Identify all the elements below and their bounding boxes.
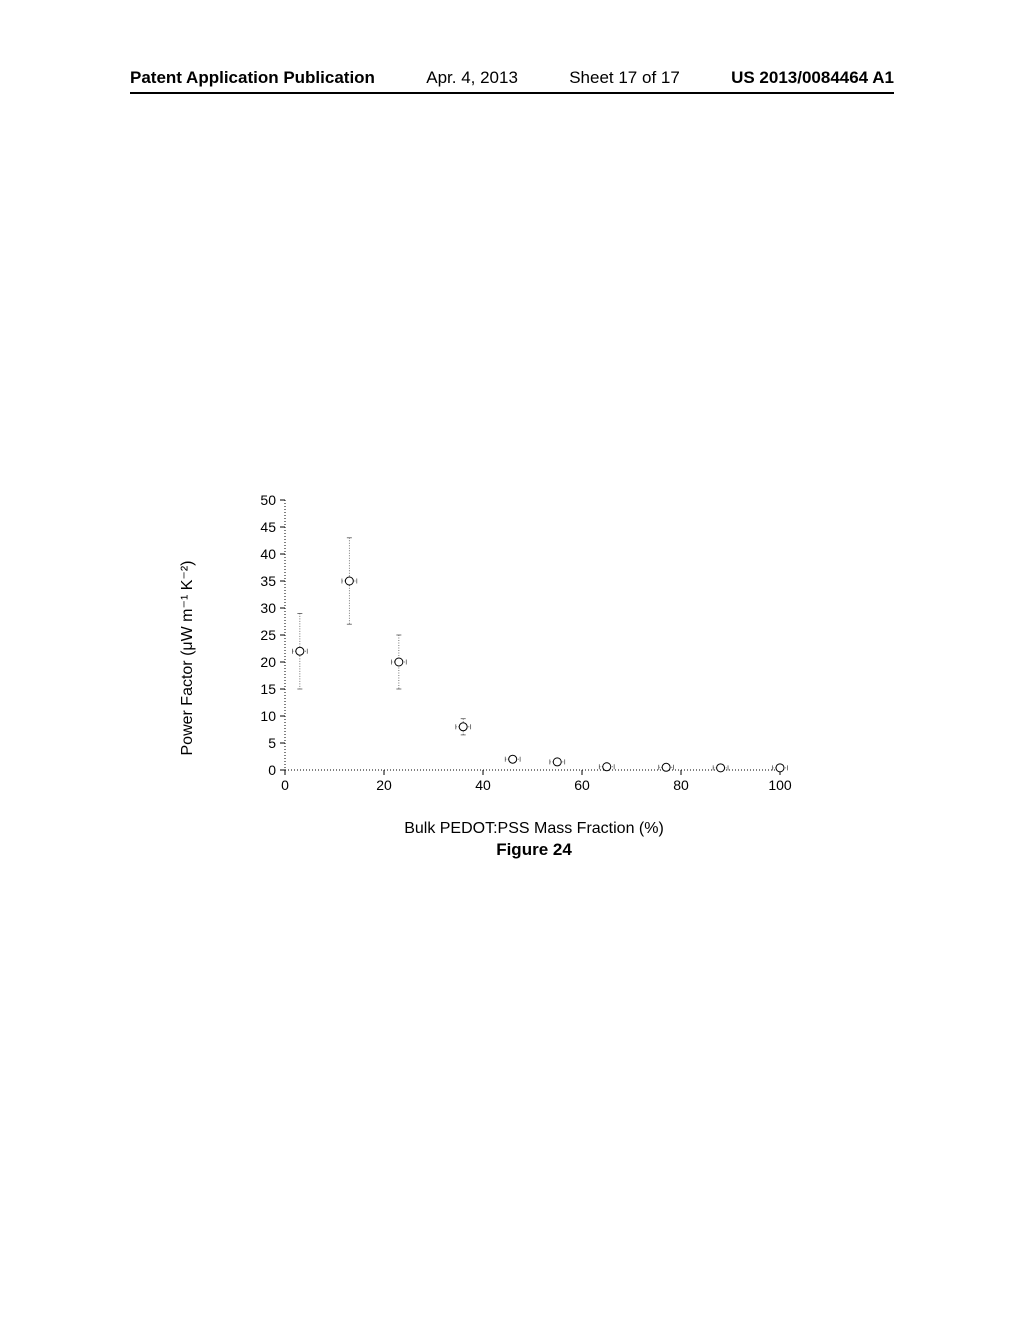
header-left: Patent Application Publication — [130, 68, 375, 88]
x-tick-label: 40 — [475, 777, 491, 793]
x-axis-label: Bulk PEDOT:PSS Mass Fraction (%) — [404, 820, 664, 838]
y-tick-label: 0 — [268, 762, 276, 778]
x-tick-label: 80 — [673, 777, 689, 793]
data-point — [662, 763, 670, 771]
x-tick-label: 0 — [281, 777, 289, 793]
header: Patent Application Publication Apr. 4, 2… — [130, 68, 894, 94]
data-point — [776, 764, 784, 772]
y-tick-label: 10 — [260, 708, 276, 724]
y-tick-label: 5 — [268, 735, 276, 751]
chart-container: Power Factor (μW m⁻¹ K⁻²) 05101520253035… — [215, 490, 795, 830]
figure-caption: Figure 24 — [496, 840, 572, 860]
data-point — [603, 763, 611, 771]
data-point — [509, 755, 517, 763]
y-tick-label: 45 — [260, 519, 276, 535]
header-pubnum: US 2013/0084464 A1 — [731, 68, 894, 88]
x-tick-label: 100 — [768, 777, 792, 793]
y-tick-label: 35 — [260, 573, 276, 589]
scatter-chart: 0 5 10 15 20 25 30 35 40 45 50 0 20 40 60 80 100 — [215, 490, 795, 830]
x-tick-label: 20 — [376, 777, 392, 793]
page: Patent Application Publication Apr. 4, 2… — [0, 0, 1024, 1320]
header-date: Apr. 4, 2013 — [426, 68, 518, 88]
data-point — [395, 658, 403, 666]
y-tick-label: 20 — [260, 654, 276, 670]
y-tick-label: 25 — [260, 627, 276, 643]
data-point — [345, 577, 353, 585]
x-tick-label: 60 — [574, 777, 590, 793]
data-point — [296, 647, 304, 655]
data-point — [717, 764, 725, 772]
data-point — [553, 758, 561, 766]
y-tick-label: 40 — [260, 546, 276, 562]
y-tick-label: 50 — [260, 492, 276, 508]
y-axis-label: Power Factor (μW m⁻¹ K⁻²) — [177, 561, 197, 756]
y-tick-label: 30 — [260, 600, 276, 616]
y-tick-label: 15 — [260, 681, 276, 697]
header-sheet: Sheet 17 of 17 — [569, 68, 680, 88]
data-point — [459, 723, 467, 731]
